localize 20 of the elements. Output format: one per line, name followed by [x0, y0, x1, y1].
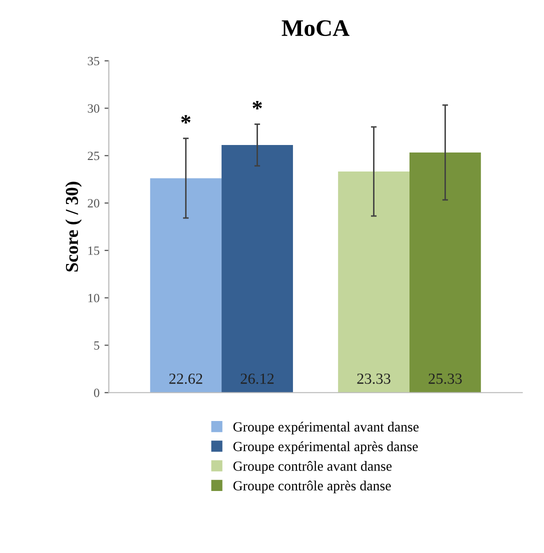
legend-label: Groupe contrôle avant danse	[233, 461, 392, 474]
data-label: 25.33	[428, 374, 462, 384]
annotation: *	[252, 100, 262, 110]
annotation: *	[181, 115, 190, 124]
legend-label: Groupe expérimental après danse	[233, 441, 418, 454]
chart-title: MoCA	[282, 20, 350, 36]
y-tick-label: 30	[88, 104, 100, 113]
y-tick-label: 10	[88, 294, 100, 302]
data-label: 22.62	[169, 374, 202, 384]
data-label: 23.33	[357, 374, 390, 384]
y-tick-label: 25	[88, 152, 100, 160]
data-label: 26.12	[240, 374, 274, 384]
y-tick-label: 0	[94, 388, 100, 398]
y-axis-title: Score ( / 30)	[65, 182, 82, 272]
y-tick-label: 5	[94, 341, 100, 350]
y-tick-label: 35	[88, 56, 100, 66]
y-tick-label: 20	[88, 199, 100, 208]
legend-label: Groupe expérimental avant danse	[233, 422, 419, 434]
y-tick-label: 15	[88, 246, 100, 255]
legend-label: Groupe contrôle après danse	[233, 480, 391, 494]
